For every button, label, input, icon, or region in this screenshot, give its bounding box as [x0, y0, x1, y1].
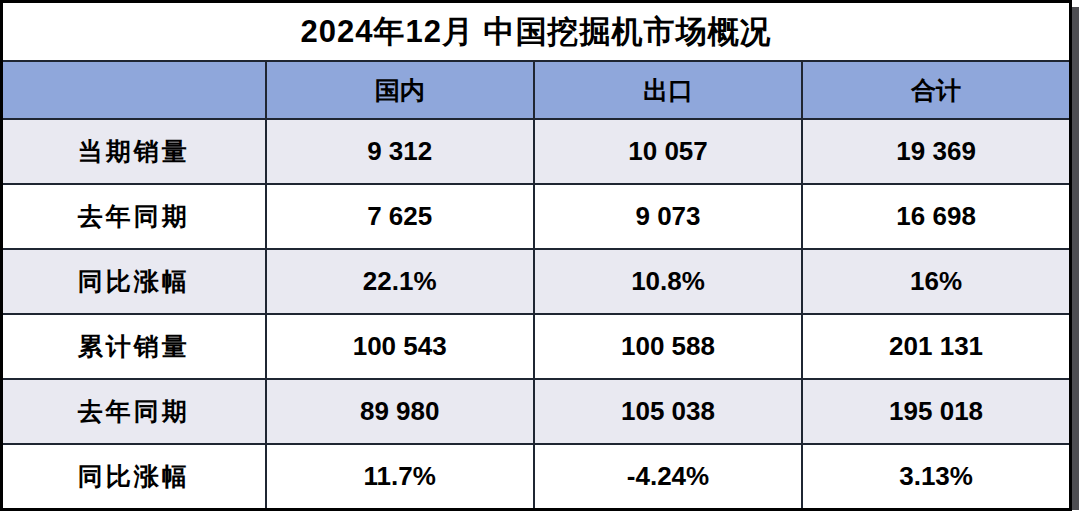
row-label: 同比涨幅: [2, 444, 266, 510]
row-label: 当期销量: [2, 119, 266, 184]
cell-value: 16%: [802, 249, 1070, 314]
cell-value: -4.24%: [534, 444, 802, 510]
column-header-export: 出口: [534, 61, 802, 119]
cell-value: 11.7%: [266, 444, 534, 510]
column-header-total: 合计: [802, 61, 1070, 119]
cell-value: 9 073: [534, 184, 802, 249]
table-row-last-year-cumulative: 去年同期 89 980 105 038 195 018: [2, 379, 1071, 444]
table-header-row: 国内 出口 合计: [2, 61, 1071, 119]
row-label: 同比涨幅: [2, 249, 266, 314]
row-label: 去年同期: [2, 184, 266, 249]
cell-value: 10.8%: [534, 249, 802, 314]
column-header-blank: [2, 61, 266, 119]
market-overview-table: 2024年12月 中国挖掘机市场概况 国内 出口 合计 当期销量 9 312 1…: [0, 0, 1072, 503]
cell-value: 201 131: [802, 314, 1070, 379]
cell-value: 105 038: [534, 379, 802, 444]
cell-value: 19 369: [802, 119, 1070, 184]
cell-value: 7 625: [266, 184, 534, 249]
cell-value: 100 543: [266, 314, 534, 379]
cell-value: 16 698: [802, 184, 1070, 249]
cell-value: 22.1%: [266, 249, 534, 314]
page: { "chart_data": { "type": "table", "titl…: [0, 0, 1080, 513]
cell-value: 89 980: [266, 379, 534, 444]
table-title-row: 2024年12月 中国挖掘机市场概况: [2, 2, 1071, 62]
table-row-last-year-period: 去年同期 7 625 9 073 16 698: [2, 184, 1071, 249]
cell-value: 3.13%: [802, 444, 1070, 510]
cell-value: 195 018: [802, 379, 1070, 444]
cell-value: 10 057: [534, 119, 802, 184]
table-row-cumulative-sales: 累计销量 100 543 100 588 201 131: [2, 314, 1071, 379]
table-row-cumulative-yoy-change: 同比涨幅 11.7% -4.24% 3.13%: [2, 444, 1071, 510]
cell-value: 9 312: [266, 119, 534, 184]
excavator-market-table: 2024年12月 中国挖掘机市场概况 国内 出口 合计 当期销量 9 312 1…: [0, 0, 1072, 511]
table-title: 2024年12月 中国挖掘机市场概况: [2, 2, 1071, 62]
table-row-current-sales: 当期销量 9 312 10 057 19 369: [2, 119, 1071, 184]
column-header-domestic: 国内: [266, 61, 534, 119]
row-label: 去年同期: [2, 379, 266, 444]
row-label: 累计销量: [2, 314, 266, 379]
cell-value: 100 588: [534, 314, 802, 379]
table-row-yoy-change: 同比涨幅 22.1% 10.8% 16%: [2, 249, 1071, 314]
